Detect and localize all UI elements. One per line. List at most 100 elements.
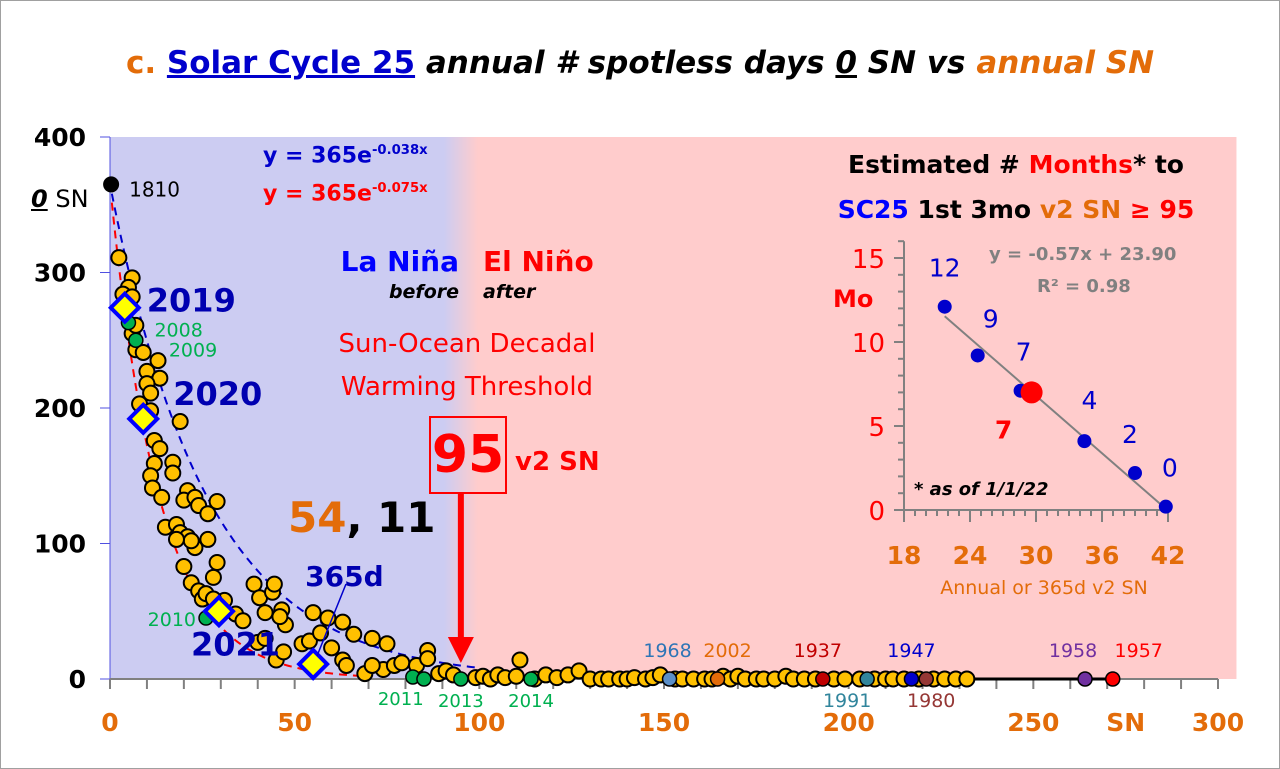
data-point <box>182 532 200 550</box>
labeled-point <box>103 176 120 193</box>
data-point <box>149 352 167 370</box>
labeled-point <box>661 671 678 687</box>
el-nino-label: El Niño <box>483 245 594 278</box>
point-label-1991: 1991 <box>823 690 871 712</box>
data-point <box>153 488 171 506</box>
y-tick-label: 400 <box>34 123 86 152</box>
labeled-point <box>453 671 469 687</box>
threshold-line2: Warming Threshold <box>340 372 594 402</box>
diamond-point <box>296 647 330 681</box>
point-label-2002: 2002 <box>703 640 751 662</box>
inset-t2a: SC25 <box>837 195 909 224</box>
data-point <box>204 568 222 586</box>
inset-point <box>1077 434 1092 449</box>
inset-y-tick-label: 0 <box>868 497 885 527</box>
data-point <box>208 492 226 510</box>
data-point <box>171 413 189 431</box>
la-nina-label: La Niña <box>340 245 459 278</box>
point-label-2013: 2013 <box>438 691 484 712</box>
inset-t2d: ≥ 95 <box>1121 195 1195 224</box>
threshold-line1: Sun-Ocean Decadal <box>338 329 596 359</box>
data-point <box>208 553 226 571</box>
labeled-point <box>523 671 539 687</box>
eq-base: y = 365e <box>263 181 372 207</box>
y-tick-label: 100 <box>34 530 86 559</box>
current-sn: 54 <box>288 493 347 542</box>
data-point <box>151 440 169 458</box>
data-point <box>199 530 217 548</box>
inset-point-label: 12 <box>929 254 961 283</box>
inset-point <box>970 348 985 363</box>
current-sep: , <box>346 493 378 542</box>
point-label-2014: 2014 <box>508 691 554 712</box>
labeled-point <box>1104 671 1121 687</box>
data-point <box>570 662 588 680</box>
inset-title-line2: SC25 1st 3mo v2 SN ≥ 95 <box>791 197 1241 222</box>
inset-fit-equation: y = -0.57x + 23.90 <box>989 244 1177 265</box>
inset-x-tick-label: 42 <box>1151 541 1186 570</box>
data-point <box>334 613 352 631</box>
inset-t1b: Months <box>1028 150 1134 179</box>
y-label-rest: SN <box>55 185 89 213</box>
x-tick-label: 50 <box>277 708 312 737</box>
labeled-point <box>128 332 144 348</box>
threshold-arrowhead <box>447 637 474 663</box>
data-point <box>271 608 289 626</box>
inset-x-tick-label: 24 <box>953 541 988 570</box>
inset-title-line1: Estimated # Months* to <box>791 152 1241 177</box>
labeled-point <box>815 671 831 687</box>
data-point <box>836 670 854 688</box>
labeled-point <box>709 671 726 687</box>
diamond-label-2019: 2019 <box>147 282 236 320</box>
current-value-label: 54, 11 <box>288 497 435 539</box>
data-point <box>167 530 185 548</box>
labeled-point <box>918 671 934 687</box>
inset-t2c: v2 SN <box>1039 195 1122 224</box>
callout-line <box>316 583 347 657</box>
data-point <box>256 604 274 622</box>
current-zero-days: 11 <box>377 493 436 542</box>
y-tick-label: 0 <box>69 665 86 694</box>
point-label-1980: 1980 <box>907 690 955 712</box>
title-link[interactable]: Solar Cycle 25 <box>166 45 416 81</box>
point-label-1937: 1937 <box>794 640 842 662</box>
x-unit-label: SN <box>1106 708 1145 737</box>
data-point <box>234 612 252 630</box>
data-point <box>363 629 381 647</box>
inset-highlight-label: 7 <box>995 415 1012 444</box>
inset-point <box>937 299 952 314</box>
eq-base: y = 365e <box>263 143 372 169</box>
inset-note: * as of 1/1/22 <box>914 479 1049 500</box>
data-point <box>419 650 437 668</box>
data-point <box>511 651 529 669</box>
title-suffix: annual SN <box>976 45 1155 81</box>
data-point <box>363 656 381 674</box>
chart-title: c. Solar Cycle 25 annual # spotless days… <box>1 48 1279 79</box>
point-label-2009: 2009 <box>169 339 217 361</box>
inset-point-label: 7 <box>1016 338 1032 367</box>
inset-t1a: Estimated # <box>848 150 1029 179</box>
x-tick-label: 200 <box>823 708 875 737</box>
before-label: before <box>388 281 459 303</box>
labeled-point <box>416 671 432 687</box>
inset-x-label: Annual or 365d v2 SN <box>940 577 1148 599</box>
inset-point <box>1158 499 1173 514</box>
inset-y-tick-label: 5 <box>868 413 885 443</box>
title-zero: 0 <box>835 45 857 81</box>
inset-t1c: * to <box>1133 150 1184 179</box>
after-label: after <box>483 281 536 303</box>
inset-x-tick-label: 30 <box>1019 541 1054 570</box>
inset-point-label: 4 <box>1081 386 1097 415</box>
data-point <box>323 639 341 657</box>
inset-t2b: 1st 3mo <box>908 195 1040 224</box>
blue-trend-equation: y = 365e-0.038x <box>263 144 428 167</box>
inset-point-label: 2 <box>1122 420 1138 449</box>
y-tick-label: 300 <box>34 259 86 288</box>
data-point <box>345 625 363 643</box>
diamond-point <box>107 290 142 325</box>
eq-exponent: -0.038x <box>371 143 428 158</box>
data-point <box>142 384 160 402</box>
data-point <box>958 670 976 688</box>
diamond-point <box>126 402 161 436</box>
